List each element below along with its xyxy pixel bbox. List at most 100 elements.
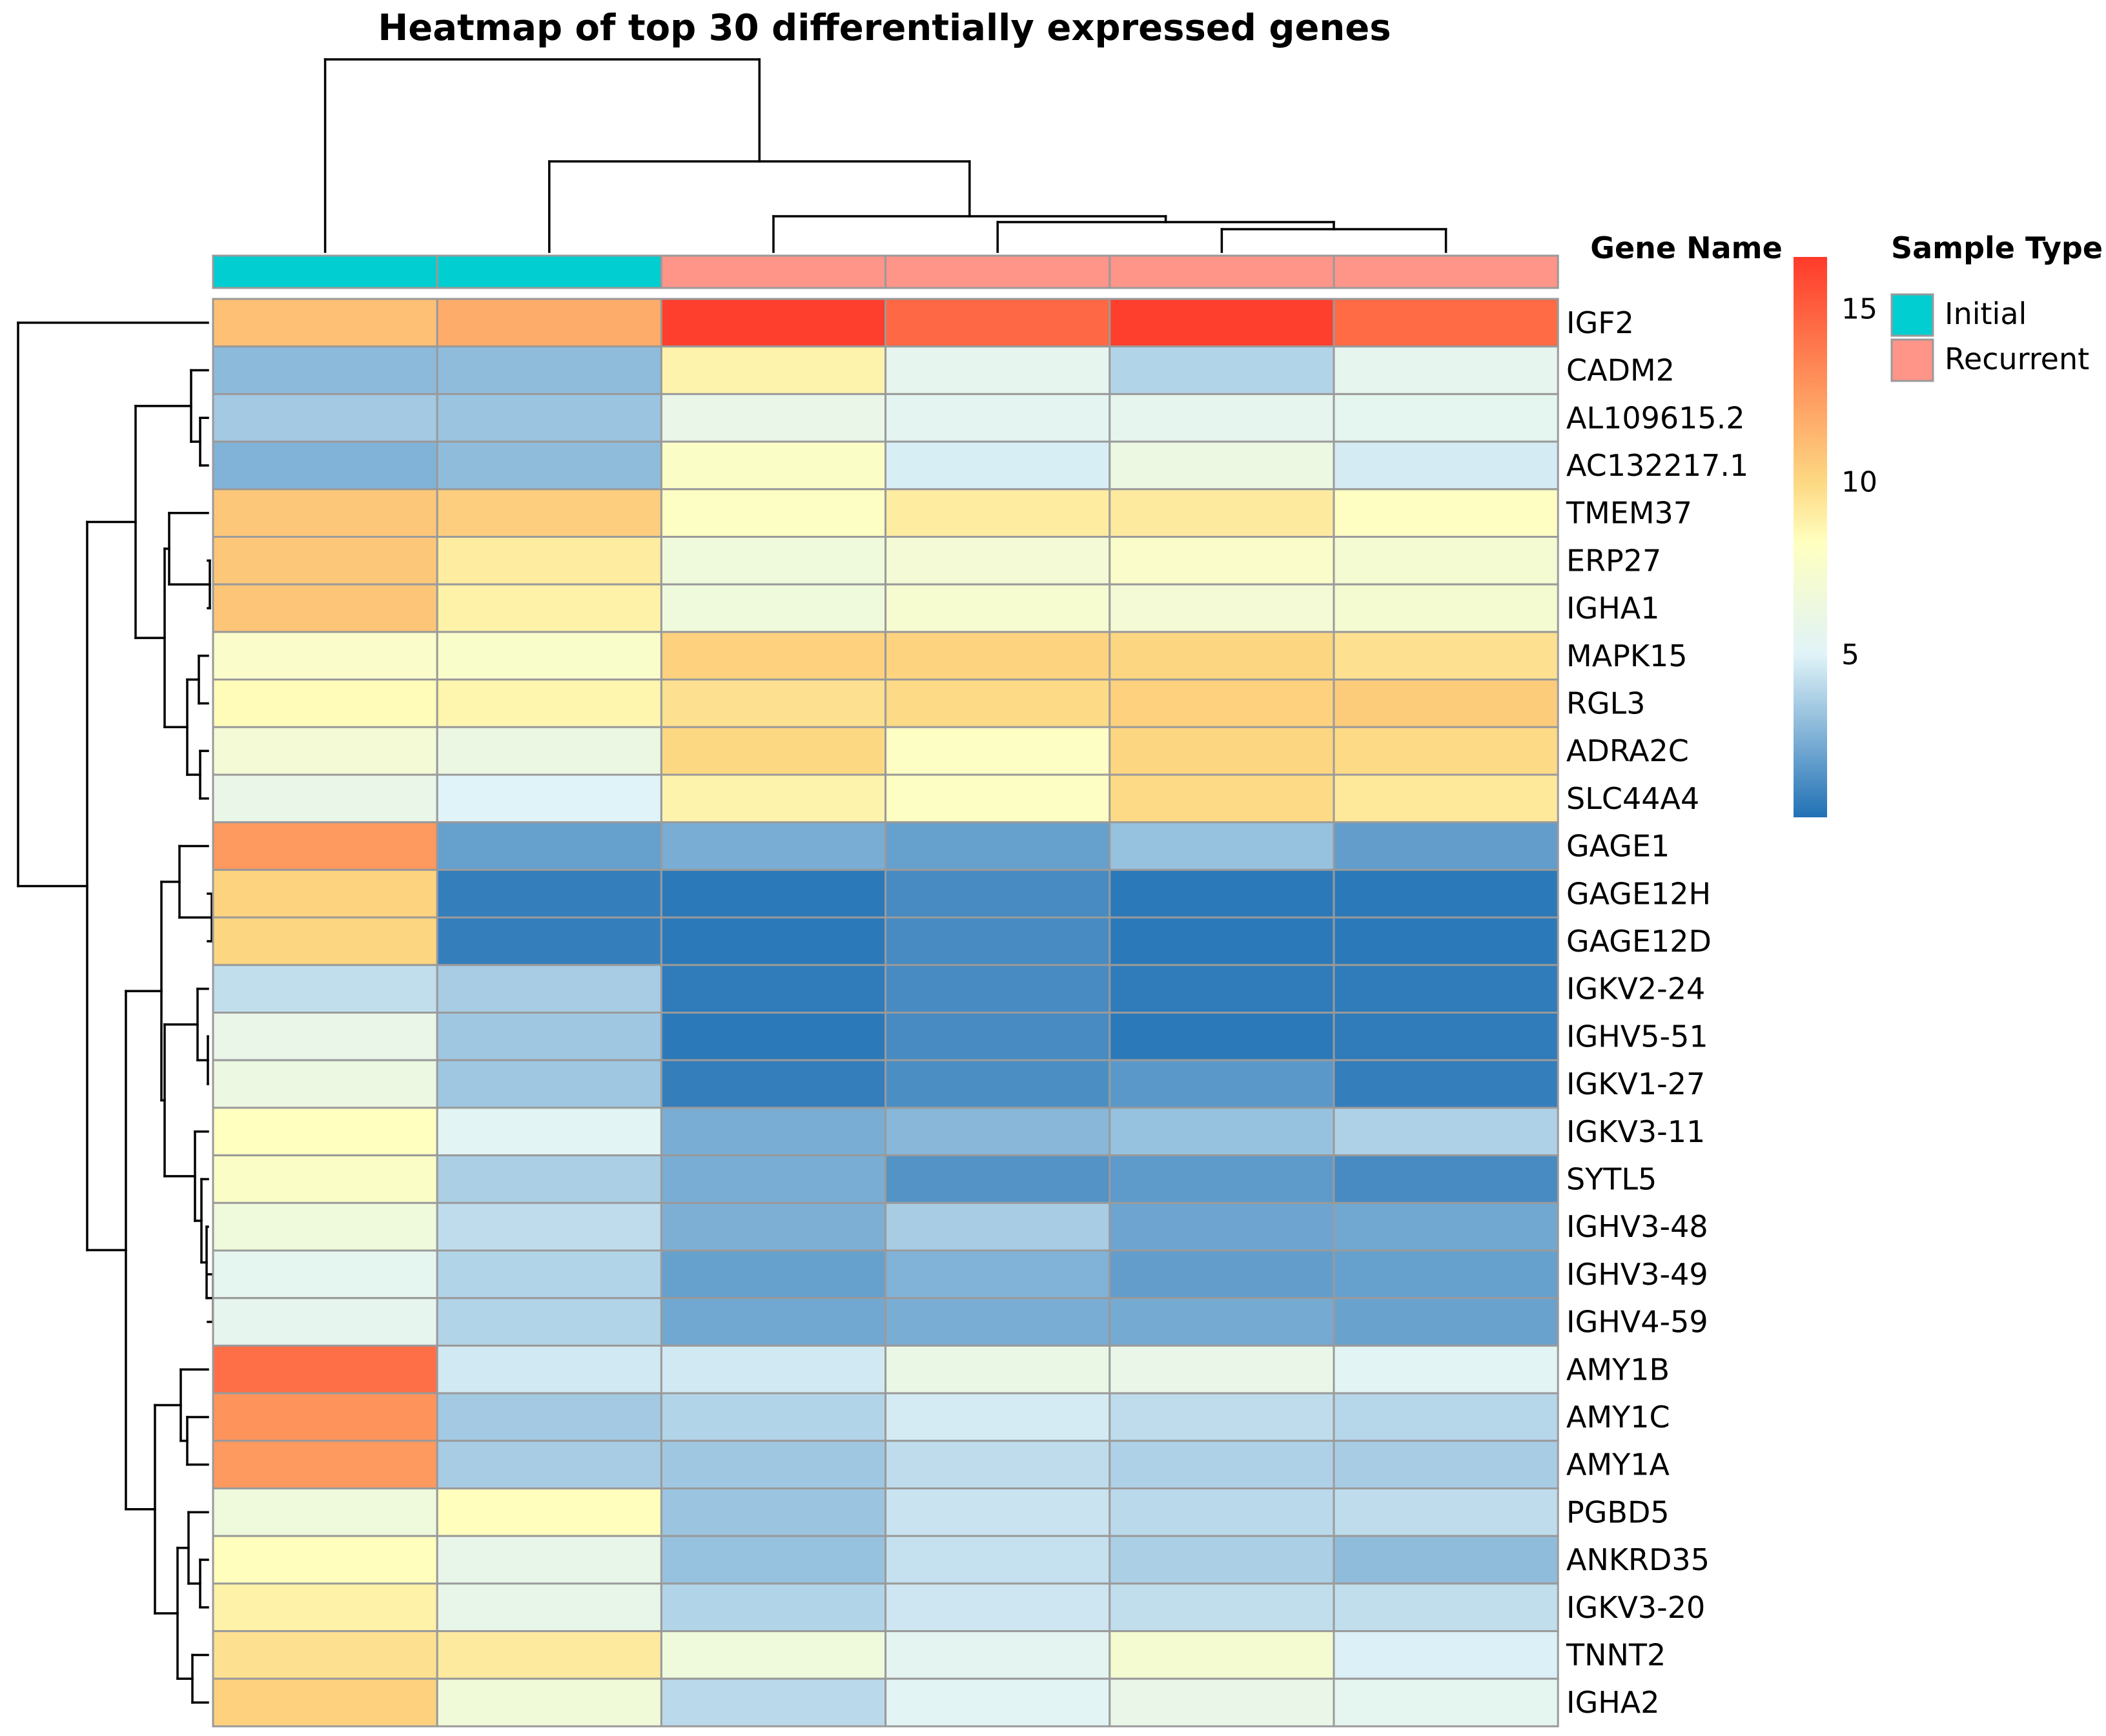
sample-type-legend-label: Initial (1945, 296, 2027, 331)
heatmap-cell (1333, 631, 1559, 681)
heatmap-cell (436, 773, 662, 824)
heatmap-cell (436, 631, 662, 681)
heatmap-cell (212, 440, 438, 491)
heatmap-cell (212, 1297, 438, 1347)
heatmap-cell (436, 1487, 662, 1537)
gene-label: SYTL5 (1566, 1161, 1657, 1196)
gene-label: IGKV1-27 (1566, 1067, 1705, 1101)
gene-label: CADM2 (1566, 353, 1675, 388)
heatmap-cell (1109, 583, 1335, 633)
heatmap-cell (212, 298, 438, 348)
heatmap-cell (884, 631, 1111, 681)
heatmap-cell (660, 298, 887, 348)
heatmap-cell (884, 1487, 1111, 1537)
heatmap-cell (212, 1012, 438, 1061)
heatmap-cell (1333, 821, 1559, 871)
heatmap-cell (884, 773, 1111, 824)
gene-label: AMY1B (1566, 1352, 1670, 1387)
heatmap-cell (212, 393, 438, 443)
gene-label: AMY1C (1566, 1400, 1670, 1435)
heatmap-cell (1109, 298, 1335, 348)
heatmap-cell (436, 1154, 662, 1204)
heatmap-cell (660, 916, 887, 966)
heatmap-cell (1109, 1440, 1335, 1490)
sample-type-legend: Initial Recurrent (1890, 293, 2089, 382)
sample-type-annotation-bar (212, 254, 1559, 289)
sample-type-cell (212, 254, 438, 289)
heatmap-cell (436, 679, 662, 728)
gene-label: TNNT2 (1566, 1637, 1666, 1672)
heatmap-cell (660, 393, 887, 443)
heatmap-cell (1333, 773, 1559, 824)
heatmap-cell (1109, 726, 1335, 776)
heatmap-cell (660, 1297, 887, 1347)
heatmap-cell (1109, 440, 1335, 491)
heatmap-cell (1109, 1630, 1335, 1680)
heatmap-cell (884, 298, 1111, 348)
heatmap-cell (212, 1107, 438, 1157)
heatmap-cell (660, 488, 887, 538)
color-scale-tick-label: 5 (1841, 638, 1859, 671)
heatmap-cell (660, 773, 887, 824)
heatmap-cell (1109, 631, 1335, 681)
heatmap-cell (212, 1059, 438, 1109)
heatmap-cell (660, 679, 887, 728)
heatmap-cell (884, 1392, 1111, 1442)
heatmap-cell (660, 868, 887, 919)
heatmap-cell (884, 1535, 1111, 1585)
heatmap-cell (1109, 1201, 1335, 1252)
heatmap-cell (1333, 1154, 1559, 1204)
gene-labels: IGF2 CADM2 AL109615.2 AC132217.1 TMEM37 ERP27… (1566, 305, 1748, 1720)
heatmap-cell (436, 726, 662, 776)
heatmap-cell (212, 1392, 438, 1442)
heatmap-cell (436, 1535, 662, 1585)
heatmap-cell (660, 1392, 887, 1442)
heatmap-cell (1333, 1535, 1559, 1585)
gene-label: AMY1A (1566, 1447, 1670, 1482)
heatmap-cell (212, 1440, 438, 1490)
heatmap-cell (436, 964, 662, 1014)
heatmap-cell (1109, 1344, 1335, 1394)
heatmap-cell (1109, 1582, 1335, 1633)
row-dendrogram (17, 322, 214, 1704)
heatmap-cell (1109, 1059, 1335, 1109)
gene-label: RGL3 (1566, 686, 1646, 720)
heatmap-cell (884, 916, 1111, 966)
heatmap-cell (884, 964, 1111, 1014)
heatmap-cell (660, 1582, 887, 1633)
heatmap-cell (1333, 583, 1559, 633)
heatmap-cell (1333, 393, 1559, 443)
heatmap-cell (660, 1630, 887, 1680)
heatmap-cell (436, 1344, 662, 1394)
gene-label: SLC44A4 (1566, 781, 1699, 816)
heatmap-cell (1109, 821, 1335, 871)
heatmap-cell (660, 1440, 887, 1490)
sample-type-legend-swatch (1890, 338, 1934, 382)
heatmap-cell (1333, 679, 1559, 728)
heatmap-cell (660, 1201, 887, 1252)
heatmap-cell (1333, 1012, 1559, 1061)
heatmap-cell (212, 964, 438, 1014)
heatmap-cell (1109, 1677, 1335, 1728)
heatmap-cell (436, 1582, 662, 1633)
color-scale-bar (1794, 257, 1827, 817)
heatmap-cell (660, 821, 887, 871)
heatmap-cell (1333, 1249, 1559, 1300)
heatmap-cell (1333, 1344, 1559, 1394)
heatmap-cell (1109, 536, 1335, 586)
heatmap-cell (660, 1012, 887, 1061)
sample-type-legend-label: Recurrent (1945, 342, 2089, 376)
heatmap-cell (1109, 345, 1335, 395)
heatmap-cell (1333, 1440, 1559, 1490)
heatmap-cell (884, 726, 1111, 776)
heatmap-cell (212, 1677, 438, 1728)
gene-label: AL109615.2 (1566, 400, 1745, 435)
heatmap-cell (212, 726, 438, 776)
heatmap-cell (884, 1012, 1111, 1061)
heatmap-cell (212, 536, 438, 586)
sample-type-cell (884, 254, 1111, 289)
sample-type-cell (436, 254, 662, 289)
heatmap-cell (884, 488, 1111, 538)
heatmap-cell (884, 1440, 1111, 1490)
